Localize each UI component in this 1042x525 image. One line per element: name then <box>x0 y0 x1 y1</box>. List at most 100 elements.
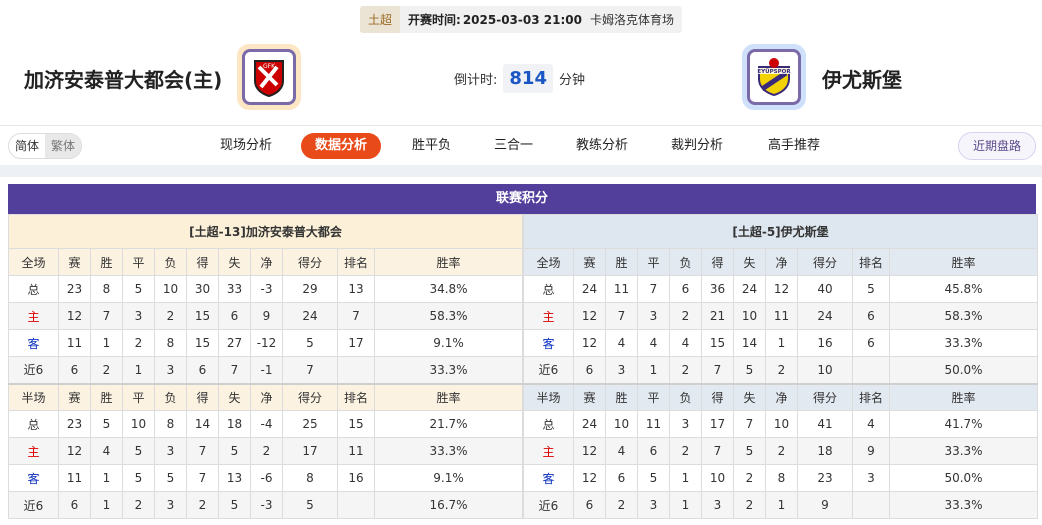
cell: 4 <box>605 437 638 465</box>
countdown-value: 814 <box>503 64 553 93</box>
cell: 17 <box>701 410 734 438</box>
cell <box>337 356 375 384</box>
cell: 7 <box>218 356 251 384</box>
table-row: 总 23 5 10 8 14 18 -4 25 15 21.7% <box>8 410 523 438</box>
column-header: 赛 <box>573 382 606 411</box>
tab-5[interactable]: 教练分析 <box>576 138 629 153</box>
recent-odds-button[interactable]: 近期盘路 <box>957 132 1036 160</box>
cell: 6 <box>605 464 638 492</box>
cell: -6 <box>250 464 283 492</box>
row-label: 客 <box>8 464 59 492</box>
cell: 12 <box>58 302 91 330</box>
tab-2[interactable]: 数据分析 <box>301 133 382 159</box>
cell: 3 <box>669 410 702 438</box>
cell: 24 <box>573 275 606 303</box>
cell: 11 <box>337 437 375 465</box>
home-standings-table: [土超-13]加济安泰普大都会 全场赛胜平负得失净得分 排名 胜率总 23 8 5 10 30 3… <box>8 214 523 519</box>
tab-4[interactable]: 三合一 <box>494 138 534 153</box>
row-label: 近6 <box>8 491 59 519</box>
cell: 8 <box>765 464 798 492</box>
cell: 2 <box>122 329 155 357</box>
cell: 5 <box>122 437 155 465</box>
cell: 6 <box>573 491 606 519</box>
cell: 34.8% <box>374 275 523 303</box>
cell: 33.3% <box>374 437 523 465</box>
cell: 2 <box>765 437 798 465</box>
cell: 5 <box>282 491 338 519</box>
cell: 25 <box>282 410 338 438</box>
column-header: 净 <box>250 382 283 411</box>
lang-traditional[interactable]: 繁体 <box>45 134 82 158</box>
team-standing-label: [土超-13]加济安泰普大都会 <box>8 214 523 249</box>
cell: 16.7% <box>374 491 523 519</box>
kickoff-time: 2025-03-03 21:00 <box>462 12 582 27</box>
column-header: 赛 <box>573 248 606 276</box>
table-row: 主 12 4 5 3 7 5 2 17 11 33.3% <box>8 437 523 465</box>
cell: 15 <box>186 302 219 330</box>
tab-3[interactable]: 胜平负 <box>412 138 452 153</box>
column-header: 半场 <box>523 382 574 411</box>
row-label: 近6 <box>523 491 574 519</box>
tab-1[interactable]: 现场分析 <box>220 138 273 153</box>
cell: 4 <box>852 410 890 438</box>
cell: 9 <box>852 437 890 465</box>
cell: 11 <box>605 275 638 303</box>
cell: 18 <box>797 437 853 465</box>
column-header: 得分 <box>797 382 853 411</box>
kickoff-label: 开赛时间: <box>408 13 461 27</box>
cell: 7 <box>637 275 670 303</box>
cell: 2 <box>765 356 798 384</box>
cell: 10 <box>605 410 638 438</box>
table-row: 客 11 1 5 5 7 13 -6 8 16 9.1% <box>8 464 523 492</box>
table-row: 近6 6 2 1 3 6 7 -1 7 33.3% <box>8 356 523 384</box>
cell: 7 <box>701 437 734 465</box>
cell: 2 <box>669 356 702 384</box>
language-toggle[interactable]: 简体 繁体 <box>8 133 83 159</box>
away-team-logo[interactable]: EYÜPSPOR <box>742 44 806 110</box>
cell: 5 <box>122 275 155 303</box>
cell: 33 <box>218 275 251 303</box>
cell: 5 <box>90 410 123 438</box>
column-header: 胜率 <box>374 382 523 411</box>
cell: 1 <box>669 464 702 492</box>
away-team-name[interactable]: 伊尤斯堡 <box>822 68 902 92</box>
table-row: 客 12 4 4 4 15 14 1 16 6 33.3% <box>523 329 1039 357</box>
cell: 7 <box>90 302 123 330</box>
away-crest-icon: EYÜPSPOR <box>756 58 792 97</box>
column-header: 净 <box>765 248 798 276</box>
cell: 5 <box>733 437 766 465</box>
cell: 6 <box>58 356 91 384</box>
cell: 15 <box>701 329 734 357</box>
cell: 33.3% <box>374 356 523 384</box>
row-label: 主 <box>8 437 59 465</box>
cell: 50.0% <box>888 356 1039 384</box>
cell: 2 <box>90 356 123 384</box>
cell: 3 <box>637 491 670 519</box>
cell: 6 <box>852 329 890 357</box>
table-row: 主 12 7 3 2 21 10 11 24 6 58.3% <box>523 302 1039 330</box>
league-badge[interactable]: 土超 <box>360 6 401 33</box>
tab-7[interactable]: 高手推荐 <box>768 138 821 153</box>
tab-6[interactable]: 裁判分析 <box>671 138 724 153</box>
cell: 12 <box>58 437 91 465</box>
cell: 10 <box>765 410 798 438</box>
column-header: 赛 <box>58 382 91 411</box>
row-label: 客 <box>8 329 59 357</box>
away-standings-table: [土超-5]伊尤斯堡 全场赛胜平负得失净得分 排名 胜率总 24 11 7 6 36 24 12 40… <box>522 214 1039 519</box>
cell: 9 <box>250 302 283 330</box>
cell: 8 <box>154 410 187 438</box>
home-team-logo[interactable]: GFK <box>237 44 301 110</box>
column-header: 失 <box>733 248 766 276</box>
lang-simplified[interactable]: 简体 <box>15 139 40 153</box>
row-label: 总 <box>523 410 574 438</box>
cell: 5 <box>852 275 890 303</box>
divider-band <box>0 165 1042 177</box>
cell: 9.1% <box>374 464 523 492</box>
row-label: 客 <box>523 464 574 492</box>
cell: 4 <box>605 329 638 357</box>
home-team-name[interactable]: 加济安泰普大都会(主) <box>24 68 223 92</box>
table-row: 近6 6 2 3 1 3 2 1 9 33.3% <box>523 491 1039 519</box>
cell: 4 <box>637 329 670 357</box>
cell: 11 <box>765 302 798 330</box>
cell: 23 <box>797 464 853 492</box>
